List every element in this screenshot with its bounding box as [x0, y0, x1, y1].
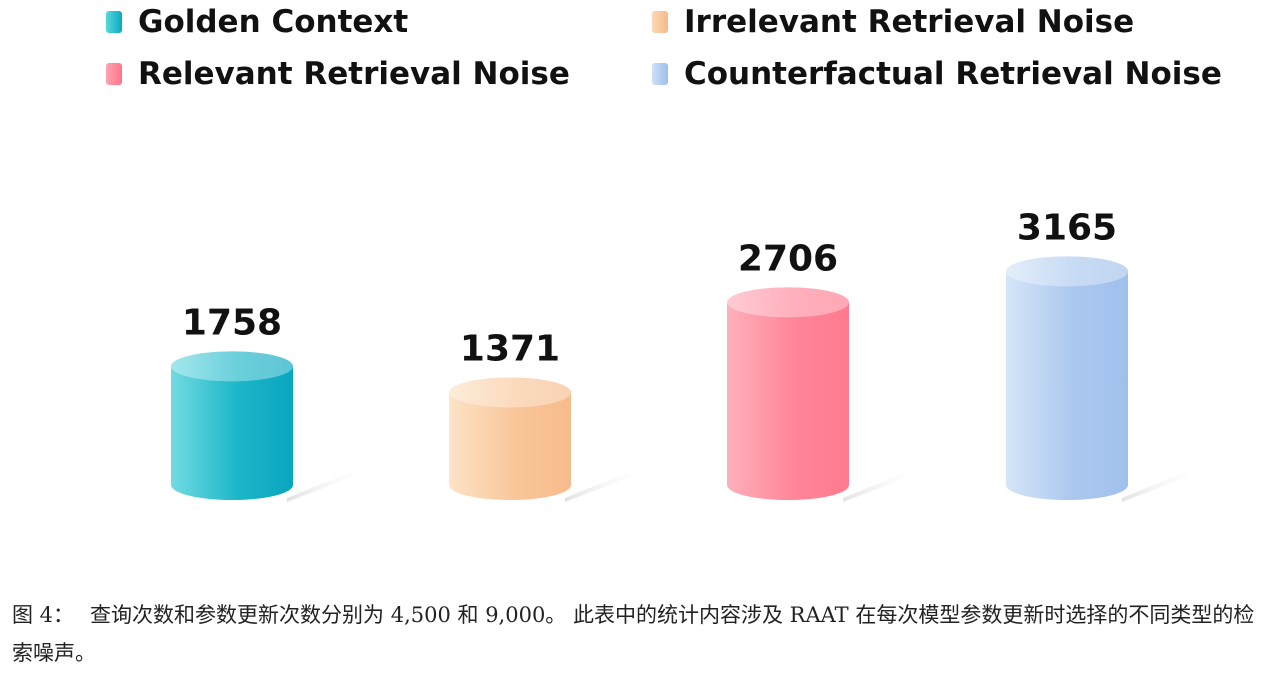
bar-body — [1006, 271, 1128, 500]
legend-swatch-irrelevant-retrieval-noise — [652, 11, 668, 33]
data-label-irrelevant-retrieval-noise: 1371 — [460, 328, 560, 369]
bar-top — [1006, 256, 1128, 287]
bar-shadow-golden-context — [287, 463, 373, 502]
bar-top-highlight — [1006, 256, 1128, 287]
bar-shadows — [287, 463, 1208, 502]
cylinder-chart: 1758 1371 2706 3165 — [171, 155, 1208, 502]
data-label-relevant-retrieval-noise: 2706 — [738, 238, 838, 279]
bar-golden-context — [171, 351, 293, 500]
bar-top — [449, 377, 571, 408]
caption-label: 图 4： — [12, 603, 75, 627]
figure-caption: 图 4： 查询次数和参数更新次数分别为 4,500 和 9,000。 此表中的统计… — [12, 596, 1262, 672]
bar-counterfactual-retrieval-noise — [1006, 256, 1128, 500]
bar-top — [727, 287, 849, 318]
legend-swatch-counterfactual-retrieval-noise — [652, 63, 668, 85]
column-separators — [371, 155, 929, 495]
data-label-golden-context: 1758 — [182, 302, 282, 343]
bar-body — [727, 302, 849, 500]
legend-swatch-relevant-retrieval-noise — [106, 63, 122, 85]
data-labels: 1758 1371 2706 3165 — [182, 207, 1117, 369]
bar-top-highlight — [171, 351, 293, 382]
legend-item-relevant-retrieval-noise: Relevant Retrieval Noise — [106, 56, 570, 92]
bar-top-highlight — [727, 287, 849, 318]
bar-body — [171, 366, 293, 500]
legend-label: Counterfactual Retrieval Noise — [684, 56, 1222, 92]
bar-top — [171, 351, 293, 382]
bars — [171, 256, 1128, 500]
legend-label: Golden Context — [138, 4, 409, 40]
legend-item-irrelevant-retrieval-noise: Irrelevant Retrieval Noise — [652, 4, 1134, 40]
bar-shadow-counterfactual-retrieval-noise — [1122, 463, 1208, 502]
legend-label: Relevant Retrieval Noise — [138, 56, 570, 92]
legend-item-counterfactual-retrieval-noise: Counterfactual Retrieval Noise — [652, 56, 1222, 92]
bar-body — [449, 392, 571, 500]
caption-text: 查询次数和参数更新次数分别为 4,500 和 9,000。 此表中的统计内容涉及… — [12, 603, 1255, 665]
chart-legend: Golden Context Irrelevant Retrieval Nois… — [0, 0, 1266, 110]
legend-swatch-golden-context — [106, 11, 122, 33]
bar-irrelevant-retrieval-noise — [449, 377, 571, 500]
data-label-counterfactual-retrieval-noise: 3165 — [1017, 207, 1117, 248]
legend-item-golden-context: Golden Context — [106, 4, 408, 40]
bar-top-highlight — [449, 377, 571, 408]
bar-shadow-irrelevant-retrieval-noise — [565, 463, 651, 502]
bar-shadow-relevant-retrieval-noise — [843, 463, 929, 502]
legend-label: Irrelevant Retrieval Noise — [684, 4, 1135, 40]
bar-relevant-retrieval-noise — [727, 287, 849, 500]
